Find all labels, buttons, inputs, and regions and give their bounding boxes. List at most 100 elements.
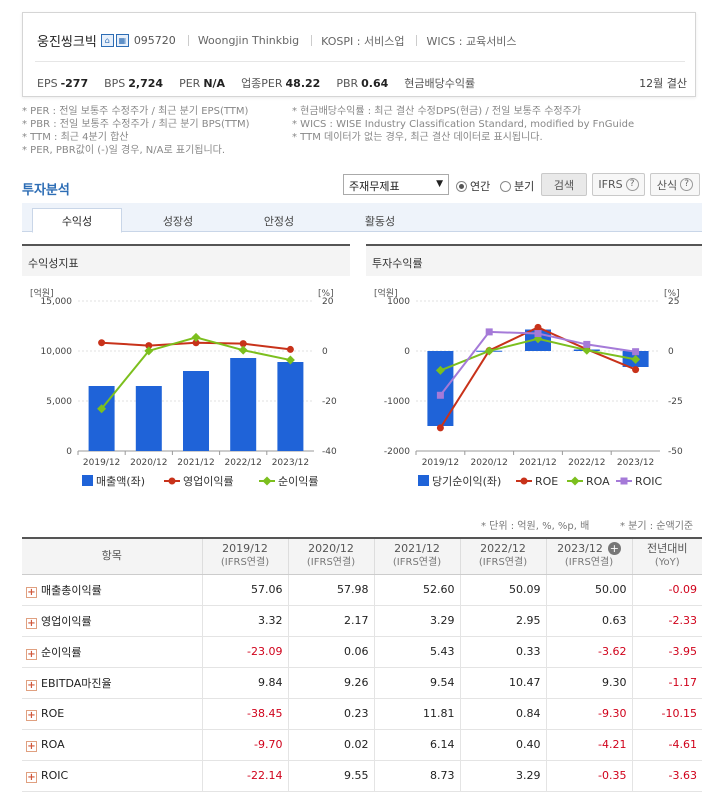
row-label-cell[interactable]: + 순이익률 — [22, 636, 202, 668]
point[interactable] — [238, 345, 248, 355]
tab-stability[interactable]: 안정성 — [263, 214, 295, 228]
section-title: 투자분석 — [22, 183, 70, 198]
divider — [187, 35, 189, 46]
row-label-cell[interactable]: + ROA — [22, 729, 202, 761]
point[interactable] — [632, 348, 640, 356]
point[interactable] — [191, 332, 201, 342]
table-cell: 9.26 — [287, 667, 374, 699]
y-tick-label: 15,000 — [41, 297, 73, 307]
bar[interactable] — [183, 371, 209, 451]
point[interactable] — [534, 323, 542, 331]
legend-label: 영업이익률 — [183, 475, 234, 488]
point[interactable] — [583, 340, 591, 348]
x-tick-label: 2021/12 — [519, 458, 556, 468]
point[interactable] — [192, 339, 200, 347]
unit-note: * 단위 : 억원, %, %p, 배 — [481, 521, 590, 532]
y-tick-label: -1000 — [384, 397, 410, 407]
table-cell: 50.09 — [459, 574, 546, 606]
expand-icon[interactable]: + — [26, 617, 37, 629]
table-row: + 순이익률 -23.09 0.06 5.43 0.33 -3.62 -3.95 — [22, 636, 702, 668]
expand-icon[interactable]: + — [26, 679, 37, 691]
point[interactable] — [435, 365, 445, 375]
tab-growth[interactable]: 성장성 — [162, 214, 194, 228]
building-icon[interactable]: ▦ — [115, 34, 129, 47]
y2-tick-label: -40 — [322, 447, 337, 457]
return-chart-panel: 투자수익률 [억원] [%] 1000 25 0 0 -1000 -25 -2000 -50 201… — [366, 244, 702, 504]
row-label-cell[interactable]: + EBITDA마진율 — [22, 667, 202, 699]
row-label-cell[interactable]: + 영업이익률 — [22, 605, 202, 637]
y-tick-label: 0 — [66, 447, 72, 457]
table-cell: 9.30 — [545, 667, 632, 699]
point[interactable] — [436, 424, 444, 432]
radio-quarter[interactable]: 분기 — [500, 178, 534, 194]
expand-icon[interactable]: + — [26, 648, 37, 660]
table-cell: -10.15 — [631, 698, 702, 730]
right-axis-unit: [%] — [664, 289, 680, 299]
metric-eps: EPS -277 — [37, 76, 89, 90]
expand-icon[interactable]: + — [26, 709, 37, 721]
bar[interactable] — [277, 362, 304, 451]
tab-profitability[interactable]: 수익성 — [32, 208, 122, 233]
x-tick-label: 2020/12 — [471, 458, 508, 468]
point[interactable] — [98, 339, 106, 347]
row-label: 순이익률 — [41, 645, 82, 659]
point[interactable] — [582, 345, 592, 355]
point[interactable] — [285, 355, 295, 365]
search-button[interactable]: 검색 — [541, 173, 587, 196]
home-icon[interactable]: ⌂ — [100, 34, 114, 47]
x-tick-label: 2023/12 — [272, 458, 309, 468]
row-label: ROE — [41, 706, 65, 720]
table-cell: 57.98 — [287, 574, 374, 606]
bar[interactable] — [230, 358, 257, 451]
table-cell: 0.33 — [459, 636, 546, 668]
x-tick-label: 2020/12 — [130, 458, 167, 468]
expand-icon[interactable]: + — [26, 586, 37, 598]
point[interactable] — [534, 330, 542, 338]
table-cell: 2.95 — [459, 605, 546, 637]
point[interactable] — [97, 404, 107, 414]
formula-button[interactable]: 산식 ? — [650, 173, 700, 196]
point[interactable] — [632, 366, 640, 374]
company-code: 095720 — [133, 34, 176, 47]
point[interactable] — [485, 328, 493, 336]
y-tick-label: 10,000 — [41, 347, 73, 357]
row-label: EBITDA마진율 — [41, 676, 112, 690]
point[interactable] — [239, 340, 247, 348]
table-cell: 9.84 — [201, 667, 288, 699]
point[interactable] — [286, 345, 294, 353]
company-header: 웅진씽크빅 ⌂ ▦ 095720 Woongjin Thinkbig KOSPI… — [22, 12, 696, 97]
table-cell: -0.35 — [545, 760, 632, 792]
header-col: 2022/12 (IFRS연결) — [459, 537, 546, 575]
legend-label: ROE — [535, 475, 558, 488]
table-cell: 3.29 — [373, 605, 460, 637]
point[interactable] — [436, 391, 444, 399]
y-tick-label: 1000 — [387, 297, 410, 307]
left-axis-unit: [억원] — [30, 287, 54, 299]
table-cell: 3.32 — [201, 605, 288, 637]
point[interactable] — [145, 342, 153, 350]
ifrs-button-label: IFRS — [598, 178, 623, 191]
point[interactable] — [484, 346, 494, 356]
metric-row: EPS -277 BPS 2,724 PER N/A 업종PER 48.22 PBR 0.… — [37, 75, 687, 91]
bar[interactable] — [135, 386, 162, 451]
chart-title: 투자수익률 — [366, 244, 702, 276]
row-label-cell[interactable]: + 매출총이익률 — [22, 574, 202, 606]
ifrs-button[interactable]: IFRS ? — [592, 173, 645, 196]
expand-icon[interactable]: + — [26, 740, 37, 752]
expand-icon[interactable]: + — [26, 771, 37, 783]
point[interactable] — [144, 346, 154, 356]
tab-activity[interactable]: 활동성 — [364, 214, 396, 228]
legend-label: 매출액(좌) — [96, 475, 145, 488]
radio-annual[interactable]: 연간 — [456, 178, 490, 194]
row-label: ROIC — [41, 768, 69, 782]
bar[interactable] — [88, 386, 115, 451]
row-label-cell[interactable]: + ROIC — [22, 760, 202, 792]
x-tick-label: 2022/12 — [225, 458, 262, 468]
radio-quarter-dot[interactable] — [500, 180, 511, 192]
point[interactable] — [631, 354, 641, 364]
row-label-cell[interactable]: + ROE — [22, 698, 202, 730]
radio-annual-dot[interactable] — [456, 180, 467, 192]
statement-select[interactable]: 주재무제표 ▼ — [343, 174, 449, 195]
chart-title: 수익성지표 — [22, 244, 350, 276]
add-column-icon[interactable]: + — [607, 542, 621, 556]
